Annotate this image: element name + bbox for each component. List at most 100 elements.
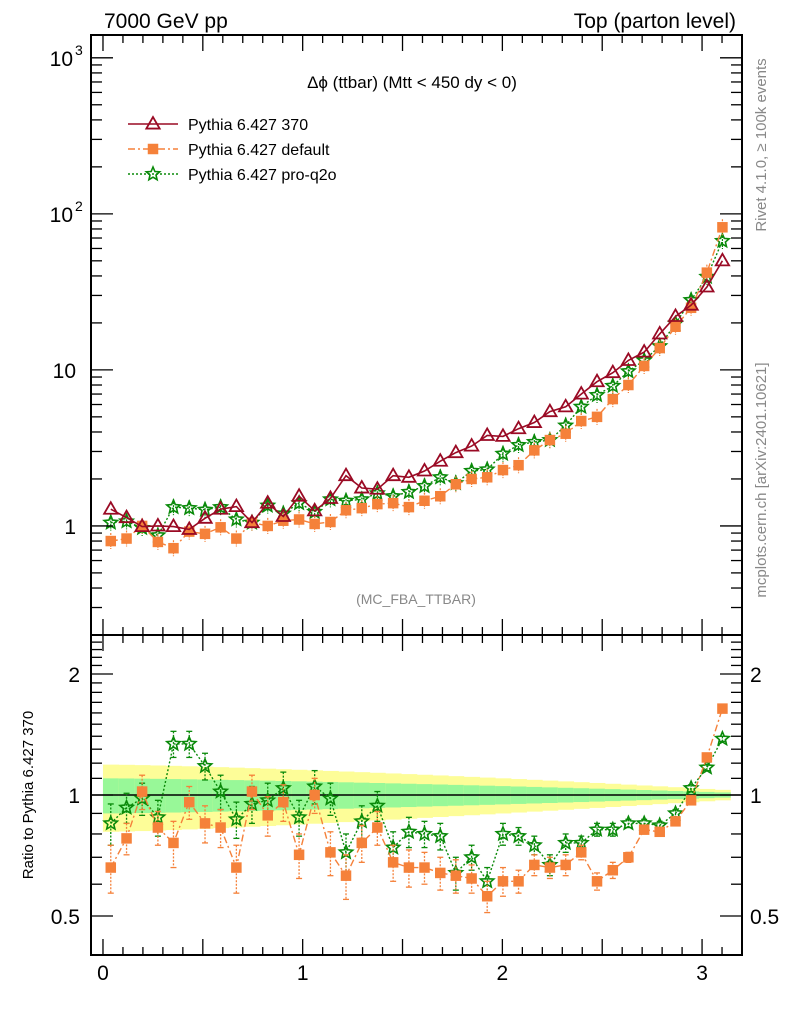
data-point xyxy=(651,325,668,340)
axis-ticks xyxy=(91,35,742,956)
data-point xyxy=(604,376,622,394)
data-point xyxy=(698,278,716,293)
data-point xyxy=(466,473,477,485)
band-inner-segment xyxy=(150,778,167,813)
ratio-data-point xyxy=(604,820,622,837)
ratio-data-point xyxy=(183,796,195,808)
data-point xyxy=(121,533,132,544)
data-point xyxy=(717,222,728,233)
main-y-tick-label: 10 xyxy=(50,204,73,227)
data-point xyxy=(701,267,713,278)
ratio-data-point xyxy=(196,757,214,774)
data-point xyxy=(447,443,465,459)
ratio-y-tick-label-right: 0.5 xyxy=(750,906,779,929)
data-point xyxy=(322,489,339,504)
data-point xyxy=(293,514,305,525)
data-point xyxy=(541,402,559,418)
main-y-tick-exponent: 2 xyxy=(75,198,83,214)
ratio-data-point xyxy=(403,862,415,873)
data-point xyxy=(231,533,242,544)
ratio-data-point xyxy=(227,810,245,827)
legend-marker xyxy=(144,115,162,130)
data-point xyxy=(353,490,371,507)
series-line xyxy=(110,227,724,550)
data-point xyxy=(262,520,273,532)
ratio-data-point xyxy=(435,867,446,879)
ratio-data-point xyxy=(588,820,606,837)
data-point xyxy=(544,434,556,446)
data-point xyxy=(403,501,415,513)
ratio-data-point xyxy=(591,876,603,887)
data-point xyxy=(400,468,418,483)
data-point xyxy=(560,428,571,439)
data-point xyxy=(419,495,430,507)
data-point xyxy=(620,351,637,366)
series-line xyxy=(110,260,724,531)
header-right-label: Top (parton level) xyxy=(574,10,736,33)
ratio-data-point xyxy=(246,786,258,797)
x-tick-label: 0 xyxy=(97,962,109,985)
ratio-data-point xyxy=(293,849,305,861)
data-point xyxy=(494,444,512,462)
ratio-data-point xyxy=(623,852,634,863)
ratio-y-tick-label-left: 0.5 xyxy=(51,906,80,929)
ratio-data-point xyxy=(136,786,148,797)
data-point xyxy=(102,500,119,515)
data-point xyxy=(243,513,261,529)
ratio-data-point xyxy=(274,779,293,796)
series-pythia-6-427-pro-q2o xyxy=(102,231,732,544)
ratio-data-point xyxy=(481,890,493,902)
ratio-data-point xyxy=(309,789,320,801)
data-point xyxy=(325,516,336,528)
data-point xyxy=(118,508,135,524)
data-point xyxy=(306,502,323,517)
data-point xyxy=(513,459,524,471)
ratio-data-point xyxy=(215,822,226,833)
series-pythia-6-427-default xyxy=(105,219,728,557)
data-point xyxy=(149,517,167,532)
data-point xyxy=(168,542,179,554)
ratio-data-point xyxy=(356,837,368,849)
data-point xyxy=(431,468,449,485)
ratio-data-point xyxy=(698,758,716,775)
data-point xyxy=(196,509,214,524)
data-point xyxy=(337,466,355,482)
data-point xyxy=(463,437,480,452)
ratio-data-point xyxy=(560,859,571,871)
data-point xyxy=(199,528,211,540)
ratio-data-point xyxy=(463,848,481,865)
ratio-data-point xyxy=(102,814,120,831)
data-point xyxy=(588,372,606,388)
data-point xyxy=(450,478,462,490)
data-point xyxy=(670,321,681,332)
ratio-data-point xyxy=(513,876,524,887)
ratio-series-line xyxy=(110,708,724,898)
ratio-data-point xyxy=(415,824,434,842)
ratio-data-point xyxy=(466,873,477,884)
data-point xyxy=(211,498,230,515)
ratio-data-point xyxy=(164,734,183,752)
main-y-tick-label: 10 xyxy=(53,360,76,383)
legend-marker xyxy=(147,143,159,155)
data-point xyxy=(573,385,590,400)
data-point xyxy=(227,510,245,527)
main-plot-data xyxy=(102,219,732,557)
legend-entry: Pythia 6.427 default xyxy=(128,142,330,159)
data-point xyxy=(667,307,684,322)
data-point xyxy=(400,482,418,500)
data-point xyxy=(356,502,368,514)
ratio-data-point xyxy=(607,864,619,876)
analysis-watermark: (MC_FBA_TTBAR) xyxy=(356,591,476,607)
ratio-series-line xyxy=(110,738,724,883)
ratio-data-point xyxy=(478,872,496,889)
data-point xyxy=(494,427,512,442)
data-point xyxy=(478,426,496,441)
data-point xyxy=(497,464,509,476)
ratio-data-point xyxy=(619,814,637,831)
ratio-data-point xyxy=(575,847,587,858)
ratio-data-point xyxy=(321,789,340,806)
data-point xyxy=(275,507,292,522)
ratio-data-point xyxy=(556,833,575,851)
ratio-data-point xyxy=(497,876,509,887)
data-point xyxy=(591,411,603,423)
